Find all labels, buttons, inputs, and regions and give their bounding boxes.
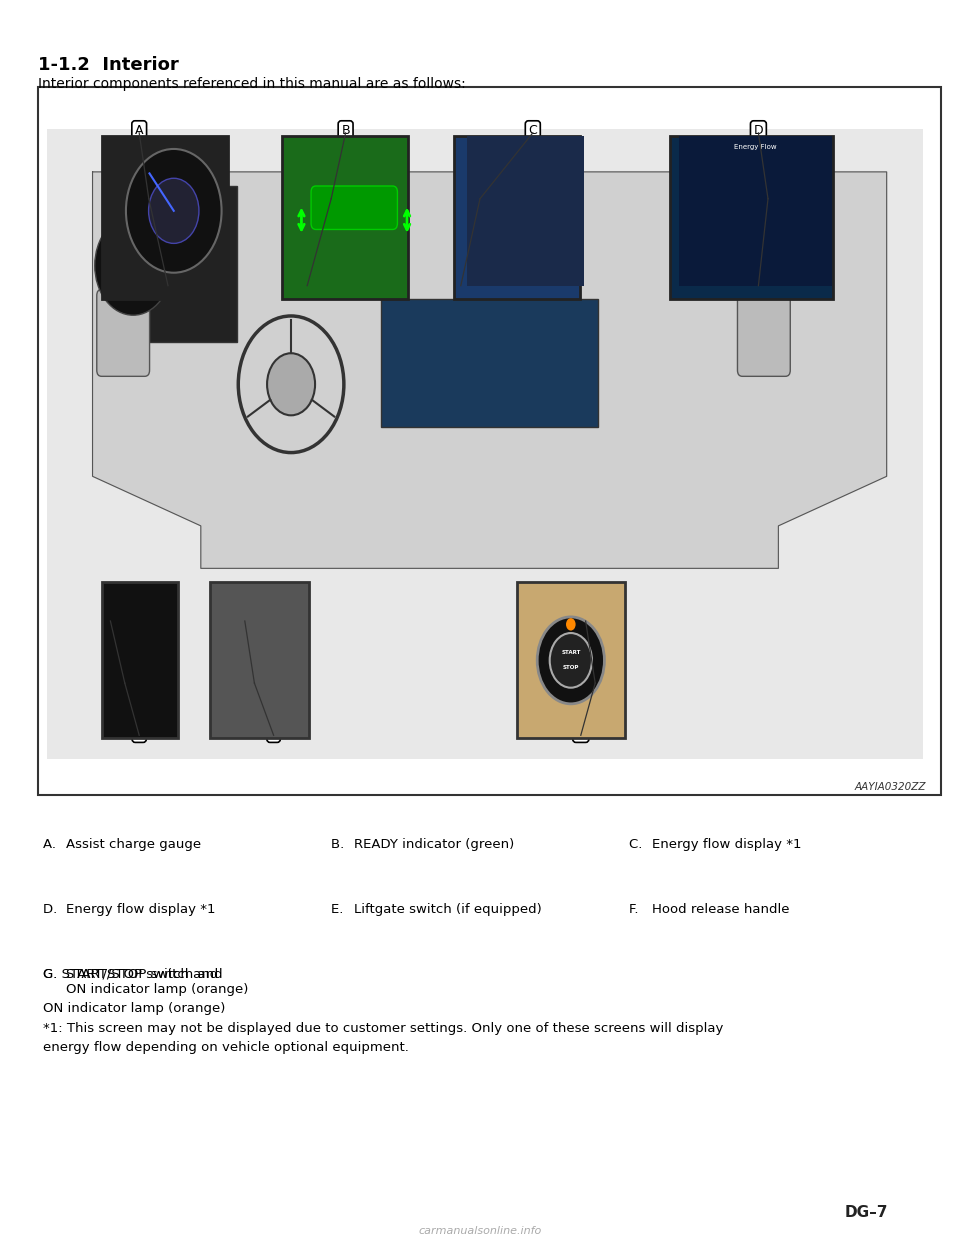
Circle shape <box>267 353 315 415</box>
Circle shape <box>538 617 605 704</box>
Bar <box>680 135 832 286</box>
Text: ON indicator lamp (orange): ON indicator lamp (orange) <box>43 1002 226 1015</box>
Text: AAYIA0320ZZ: AAYIA0320ZZ <box>855 782 926 792</box>
Bar <box>210 582 309 738</box>
Text: D: D <box>754 124 763 137</box>
Bar <box>516 582 625 738</box>
FancyBboxPatch shape <box>737 289 790 376</box>
Text: 1-1.2  Interior: 1-1.2 Interior <box>38 56 180 73</box>
FancyBboxPatch shape <box>670 137 832 299</box>
Text: DG–7: DG–7 <box>845 1205 888 1220</box>
FancyBboxPatch shape <box>38 87 941 795</box>
FancyBboxPatch shape <box>453 137 580 299</box>
Bar <box>120 186 237 342</box>
Bar <box>102 582 179 738</box>
Text: Liftgate switch (if equipped): Liftgate switch (if equipped) <box>354 903 542 915</box>
Text: A.: A. <box>43 838 60 851</box>
Polygon shape <box>92 171 887 569</box>
Text: G: G <box>576 727 586 739</box>
Text: F: F <box>270 727 277 739</box>
Text: F.: F. <box>629 903 642 915</box>
FancyBboxPatch shape <box>47 129 923 760</box>
FancyBboxPatch shape <box>282 137 408 299</box>
Text: Energy Flow: Energy Flow <box>734 144 778 150</box>
Text: Energy flow display *1: Energy flow display *1 <box>652 838 802 851</box>
Text: READY indicator (green): READY indicator (green) <box>354 838 515 851</box>
Text: Interior components referenced in this manual are as follows:: Interior components referenced in this m… <box>38 77 467 91</box>
Text: Energy flow display *1: Energy flow display *1 <box>66 903 216 915</box>
FancyBboxPatch shape <box>311 186 397 230</box>
Text: B: B <box>342 124 349 137</box>
Text: E.: E. <box>331 903 348 915</box>
Bar <box>468 135 584 286</box>
Text: STOP: STOP <box>563 666 579 671</box>
Circle shape <box>550 633 592 688</box>
Bar <box>381 299 598 427</box>
Text: G.: G. <box>43 968 61 980</box>
Text: E: E <box>135 727 143 739</box>
FancyBboxPatch shape <box>102 137 228 299</box>
Text: *1: This screen may not be displayed due to customer settings. Only one of these: *1: This screen may not be displayed due… <box>43 1022 724 1054</box>
Circle shape <box>149 179 199 243</box>
Text: B.: B. <box>331 838 348 851</box>
Text: A: A <box>135 124 143 137</box>
Text: carmanualsonline.info: carmanualsonline.info <box>419 1226 541 1236</box>
Text: Hood release handle: Hood release handle <box>652 903 789 915</box>
Text: START: START <box>562 651 581 656</box>
FancyBboxPatch shape <box>97 289 150 376</box>
Text: G. START/STOP switch and: G. START/STOP switch and <box>43 968 219 980</box>
Circle shape <box>126 149 222 273</box>
Text: D.: D. <box>43 903 61 915</box>
Circle shape <box>95 216 172 315</box>
Circle shape <box>566 619 576 631</box>
Text: Assist charge gauge: Assist charge gauge <box>66 838 202 851</box>
Text: START/STOP switch and
ON indicator lamp (orange): START/STOP switch and ON indicator lamp … <box>66 968 249 996</box>
Text: C: C <box>528 124 538 137</box>
Text: C.: C. <box>629 838 646 851</box>
